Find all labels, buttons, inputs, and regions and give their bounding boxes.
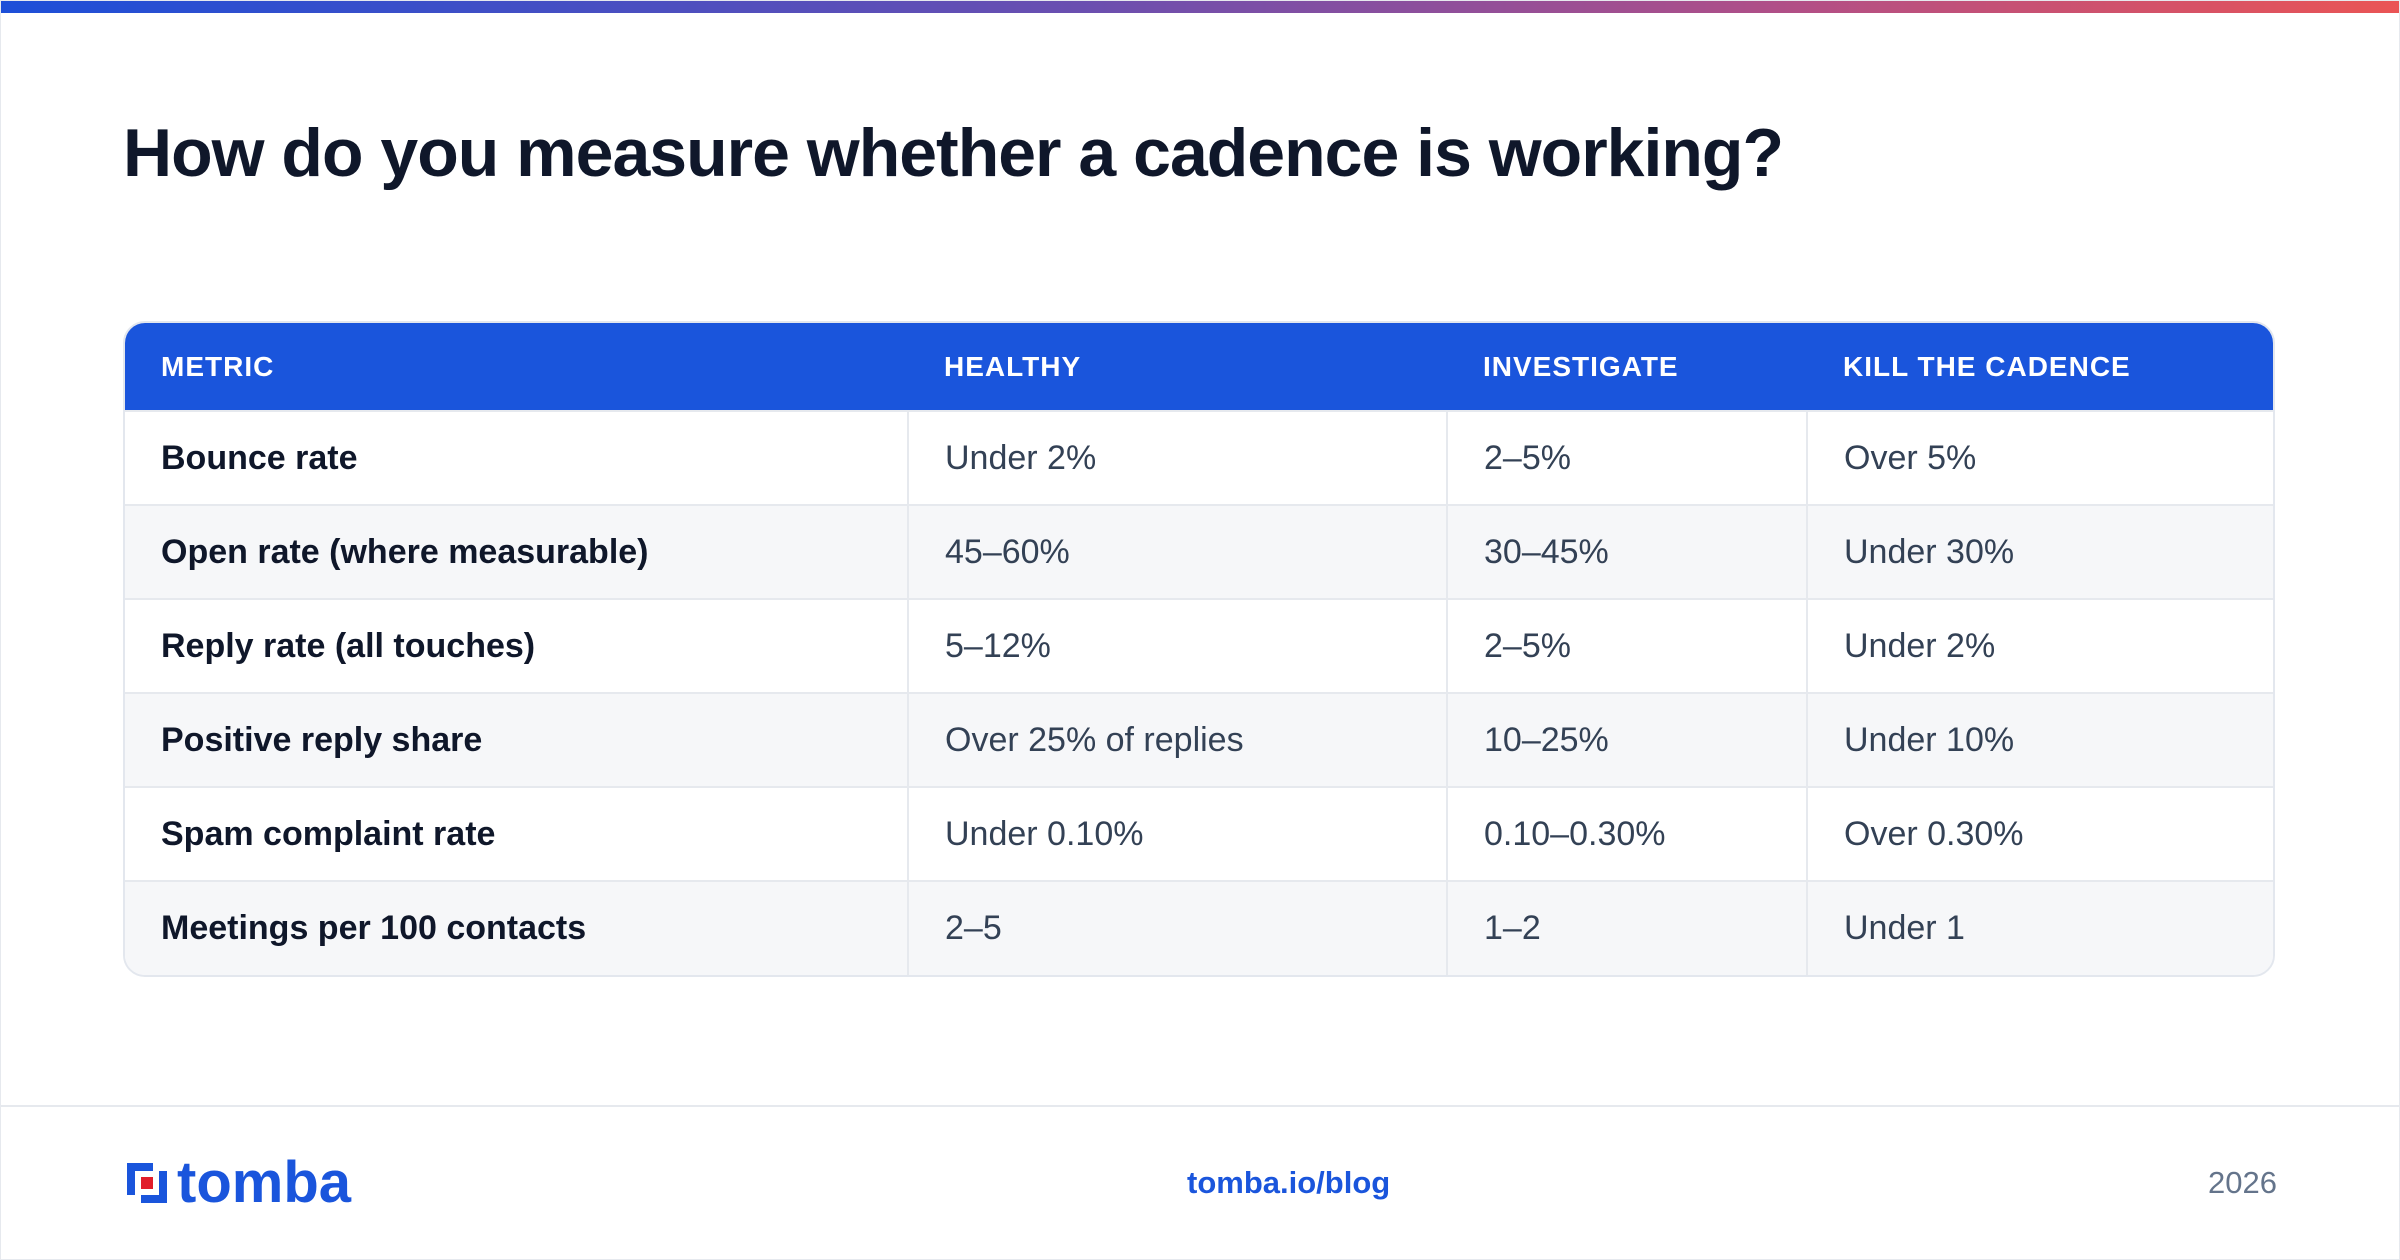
kill-cell: Under 30% (1806, 504, 2273, 599)
investigate-cell: 0.10–0.30% (1446, 786, 1807, 881)
metric-cell: Open rate (where measurable) (125, 504, 908, 599)
header-kill-the-cadence: KILL THE CADENCE (1843, 350, 2131, 382)
header-investigate: INVESTIGATE (1483, 350, 1679, 382)
kill-cell: Under 1 (1806, 880, 2273, 975)
healthy-cell: 45–60% (907, 504, 1447, 599)
kill-cell: Under 2% (1806, 598, 2273, 693)
table-body: Bounce rate Under 2% 2–5% Over 5% Open r… (125, 410, 2273, 975)
healthy-cell: Over 25% of replies (907, 692, 1447, 787)
table-row: Reply rate (all touches) 5–12% 2–5% Unde… (125, 598, 2273, 693)
tomba-logo-icon (123, 1159, 171, 1207)
investigate-cell: 2–5% (1446, 598, 1807, 693)
page-title: How do you measure whether a cadence is … (123, 115, 1784, 191)
gradient-top-bar (1, 1, 2399, 13)
table-row: Open rate (where measurable) 45–60% 30–4… (125, 504, 2273, 599)
table-row: Spam complaint rate Under 0.10% 0.10–0.3… (125, 786, 2273, 881)
header-metric: METRIC (161, 350, 275, 382)
kill-cell: Under 10% (1806, 692, 2273, 787)
header-healthy: HEALTHY (944, 350, 1082, 382)
investigate-cell: 10–25% (1446, 692, 1807, 787)
table-row: Positive reply share Over 25% of replies… (125, 692, 2273, 787)
metric-cell: Positive reply share (125, 692, 908, 787)
footer-year: 2026 (2208, 1165, 2277, 1200)
logo-wordmark: tomba (177, 1150, 351, 1215)
healthy-cell: Under 0.10% (907, 786, 1447, 881)
metrics-table: METRIC HEALTHY INVESTIGATE KILL THE CADE… (125, 323, 2273, 975)
metric-cell: Meetings per 100 contacts (125, 880, 908, 975)
header-row: METRIC HEALTHY INVESTIGATE KILL THE CADE… (125, 323, 2273, 411)
kill-cell: Over 0.30% (1806, 786, 2273, 881)
healthy-cell: 5–12% (907, 598, 1447, 693)
healthy-cell: Under 2% (907, 410, 1447, 505)
investigate-cell: 2–5% (1446, 410, 1807, 505)
metric-cell: Bounce rate (125, 410, 908, 505)
footer-divider (1, 1105, 2399, 1107)
table-row: Meetings per 100 contacts 2–5 1–2 Under … (125, 880, 2273, 975)
tomba-logo[interactable]: tomba (123, 1150, 351, 1215)
table-header: METRIC HEALTHY INVESTIGATE KILL THE CADE… (125, 323, 2273, 411)
metric-cell: Reply rate (all touches) (125, 598, 908, 693)
metric-cell: Spam complaint rate (125, 786, 908, 881)
healthy-cell: 2–5 (907, 880, 1447, 975)
metrics-table-container: METRIC HEALTHY INVESTIGATE KILL THE CADE… (123, 321, 2275, 977)
blog-link[interactable]: tomba.io/blog (1187, 1165, 1391, 1200)
table-row: Bounce rate Under 2% 2–5% Over 5% (125, 410, 2273, 505)
investigate-cell: 1–2 (1446, 880, 1807, 975)
kill-cell: Over 5% (1806, 410, 2273, 505)
investigate-cell: 30–45% (1446, 504, 1807, 599)
